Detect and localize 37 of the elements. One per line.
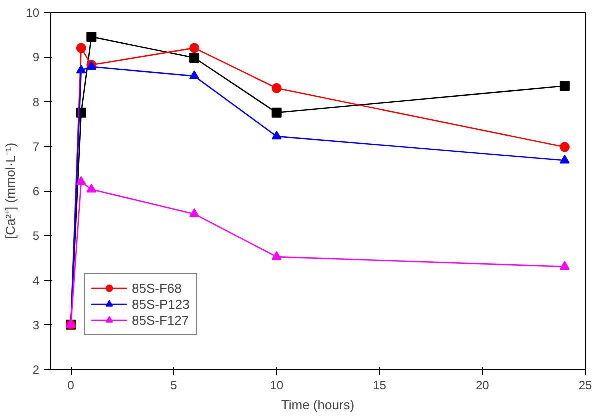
point [560, 81, 570, 92]
y-tick-label: 2 [32, 363, 40, 377]
x-tick-label: 25 [578, 378, 592, 392]
y-tick-label: 10 [26, 6, 40, 20]
point [190, 70, 200, 80]
legend-label: 85S-P123 [132, 296, 190, 312]
x-tick-label: 0 [68, 378, 75, 392]
point [190, 53, 200, 64]
x-axis-title: Time (hours) [281, 398, 355, 412]
point [86, 184, 97, 193]
legend-label: 85S-F68 [132, 280, 182, 296]
point [76, 43, 86, 54]
y-tick-label: 7 [32, 140, 40, 154]
point [560, 261, 570, 270]
y-tick-label: 9 [32, 50, 40, 65]
y-tick-label: 5 [32, 229, 40, 244]
x-tick-label: 5 [170, 378, 178, 392]
legend-label: 85S-F127 [132, 312, 190, 328]
point [560, 154, 570, 164]
y-tick-label: 4 [32, 274, 40, 288]
point [76, 64, 86, 74]
point [272, 130, 282, 140]
point [76, 176, 86, 186]
point [86, 32, 97, 42]
x-tick-label: 15 [373, 378, 387, 392]
point [560, 142, 570, 152]
point [190, 43, 200, 54]
y-axis-title: [Ca²⁺] (mmol·L⁻¹) [3, 142, 18, 240]
y-tick-label: 6 [32, 184, 40, 198]
point [272, 83, 282, 94]
y-tick-label: 3 [32, 318, 40, 332]
y-tick-label: 8 [32, 95, 40, 110]
point [272, 251, 282, 260]
point [272, 108, 282, 118]
x-tick-label: 20 [476, 378, 490, 392]
x-tick-label: 10 [270, 378, 284, 392]
point [190, 208, 200, 218]
